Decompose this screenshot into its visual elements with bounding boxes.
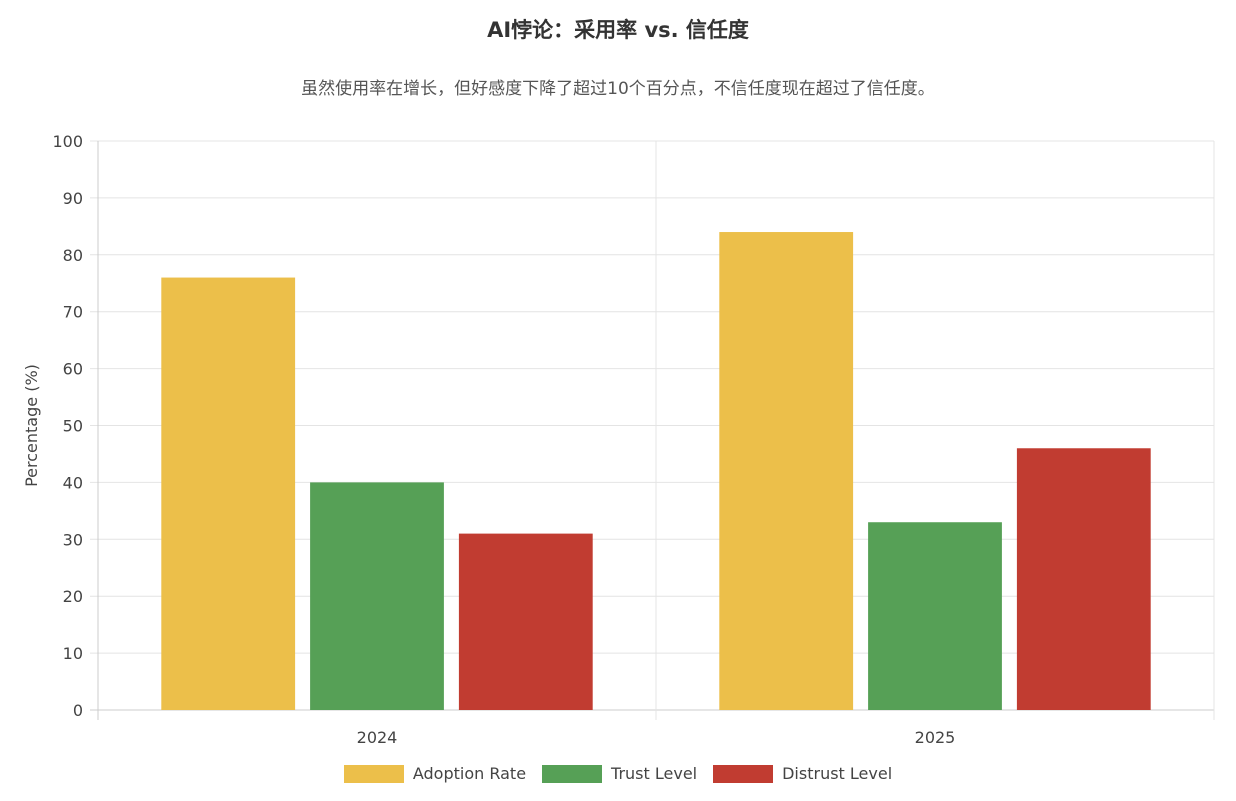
chart-legend: Adoption Rate Trust Level Distrust Level xyxy=(0,764,1236,783)
y-tick-label: 70 xyxy=(63,303,83,322)
y-tick-label: 80 xyxy=(63,246,83,265)
bar-adoption-rate-2025 xyxy=(719,232,854,711)
y-tick-label: 100 xyxy=(52,132,83,151)
y-tick-label: 30 xyxy=(63,530,83,549)
bar-trust-level-2025 xyxy=(868,522,1002,710)
y-tick-label: 60 xyxy=(63,360,83,379)
legend-item[interactable]: Distrust Level xyxy=(713,764,892,783)
bar-trust-level-2024 xyxy=(310,482,444,710)
y-axis-title: Percentage (%) xyxy=(22,364,41,487)
bar-distrust-level-2024 xyxy=(458,533,593,710)
legend-item[interactable]: Adoption Rate xyxy=(343,764,527,783)
legend-swatch xyxy=(713,764,774,783)
legend-label: Distrust Level xyxy=(782,764,893,783)
x-tick-label: 2025 xyxy=(915,728,956,747)
legend-swatch xyxy=(542,764,603,783)
y-tick-label: 20 xyxy=(63,587,83,606)
bar-distrust-level-2025 xyxy=(1016,448,1151,710)
legend-swatch xyxy=(343,764,404,783)
legend-label: Adoption Rate xyxy=(412,764,527,783)
bar-adoption-rate-2024 xyxy=(161,277,296,710)
y-tick-label: 10 xyxy=(63,644,83,663)
y-tick-label: 40 xyxy=(63,473,83,492)
chart-subtitle: 虽然使用率在增长，但好感度下降了超过10个百分点，不信任度现在超过了信任度。 xyxy=(301,79,935,99)
chart-title: AI悖论：采用率 vs. 信任度 xyxy=(487,18,749,42)
legend-label: Trust Level xyxy=(611,764,698,783)
y-tick-label: 0 xyxy=(73,701,83,720)
legend-item[interactable]: Trust Level xyxy=(542,764,697,783)
y-tick-label: 50 xyxy=(63,417,83,436)
x-tick-label: 2024 xyxy=(357,728,398,747)
y-tick-label: 90 xyxy=(63,189,83,208)
